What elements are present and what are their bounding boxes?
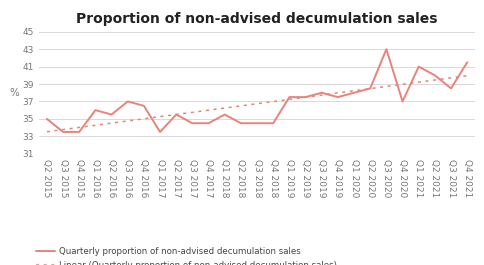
Y-axis label: %: %	[9, 88, 19, 98]
Title: Proportion of non-advised decumulation sales: Proportion of non-advised decumulation s…	[76, 12, 437, 26]
Legend: Quarterly proportion of non-advised decumulation sales, Linear (Quarterly propor: Quarterly proportion of non-advised decu…	[34, 246, 338, 265]
